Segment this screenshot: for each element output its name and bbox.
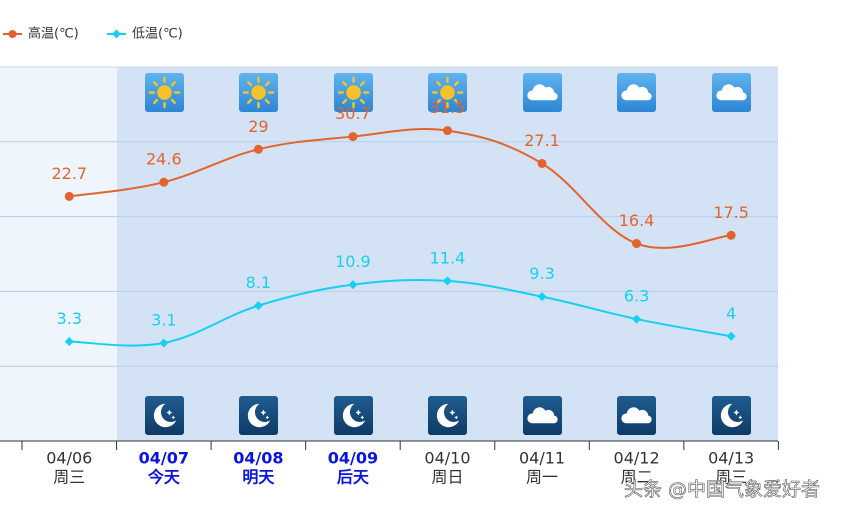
point <box>348 132 358 142</box>
point <box>253 301 263 311</box>
moon-icon <box>712 396 751 435</box>
x-tick-sublabel: 后天 <box>337 468 370 487</box>
plot: 04/06周三04/07今天04/08明天04/09后天04/10周日04/11… <box>21 98 779 487</box>
x-tick-sublabel: 周日 <box>431 468 463 487</box>
cloud-icon <box>523 73 562 112</box>
x-tick-sublabel: 周一 <box>526 468 558 487</box>
x-tick-sublabel: 今天 <box>147 468 181 487</box>
cloud-icon <box>617 73 656 112</box>
value-label: 22.7 <box>51 164 87 183</box>
moon-icon <box>239 396 278 435</box>
value-label: 8.1 <box>246 273 271 292</box>
x-tick-label: 04/10 <box>424 449 470 468</box>
point <box>442 276 452 286</box>
value-label: 9.3 <box>529 264 554 283</box>
x-tick-sublabel: 周三 <box>715 468 747 487</box>
point <box>537 158 547 168</box>
point <box>159 177 169 187</box>
legend-marker <box>8 30 17 38</box>
value-label: 30.7 <box>335 104 371 123</box>
legend-label: 低温(℃) <box>132 27 183 42</box>
point <box>253 144 263 154</box>
value-label: 10.9 <box>335 252 371 271</box>
x-tick-label: 04/06 <box>46 449 92 468</box>
value-label: 4 <box>726 304 736 323</box>
x-tick-sublabel: 周二 <box>621 468 653 487</box>
value-label: 17.5 <box>713 203 749 222</box>
value-label: 27.1 <box>524 131 560 150</box>
x-tick-label: 04/11 <box>519 449 565 468</box>
x-tick-label: 04/08 <box>233 449 283 468</box>
x-tick-label: 04/13 <box>708 449 754 468</box>
legend-marker <box>112 29 121 39</box>
value-label: 31.5 <box>430 98 466 117</box>
point <box>348 280 358 290</box>
point <box>632 239 642 249</box>
cloud-icon <box>617 396 656 435</box>
grid <box>0 141 778 367</box>
cloud-icon <box>712 73 751 112</box>
watermark: 头条 @中国气象爱好者 <box>624 479 820 501</box>
series-line <box>69 128 732 249</box>
point <box>64 337 74 347</box>
value-label: 16.4 <box>619 211 655 230</box>
series-line <box>69 278 732 347</box>
x-tick-label: 04/12 <box>614 449 660 468</box>
value-label: 29 <box>248 117 268 136</box>
value-label: 11.4 <box>430 248 466 267</box>
point <box>159 338 169 348</box>
point <box>64 191 74 201</box>
x-tick-sublabel: 周三 <box>53 468 85 487</box>
value-label: 24.6 <box>146 150 182 169</box>
point <box>632 314 642 324</box>
point <box>442 126 452 136</box>
point <box>726 331 736 341</box>
moon-icon <box>145 396 184 435</box>
moon-icon <box>428 396 467 435</box>
past-area <box>0 67 117 441</box>
cloud-icon <box>523 396 562 435</box>
moon-icon <box>334 396 373 435</box>
x-tick-sublabel: 明天 <box>242 468 275 487</box>
x-tick-label: 04/09 <box>328 449 378 468</box>
value-label: 3.1 <box>151 311 176 330</box>
point <box>537 292 547 302</box>
value-label: 6.3 <box>624 287 649 306</box>
sun-icon <box>145 73 184 112</box>
sun-icon <box>239 73 278 112</box>
point <box>726 230 736 240</box>
x-tick-label: 04/07 <box>139 449 189 468</box>
value-label: 3.3 <box>57 309 82 328</box>
legend-label: 高温(℃) <box>28 26 79 42</box>
